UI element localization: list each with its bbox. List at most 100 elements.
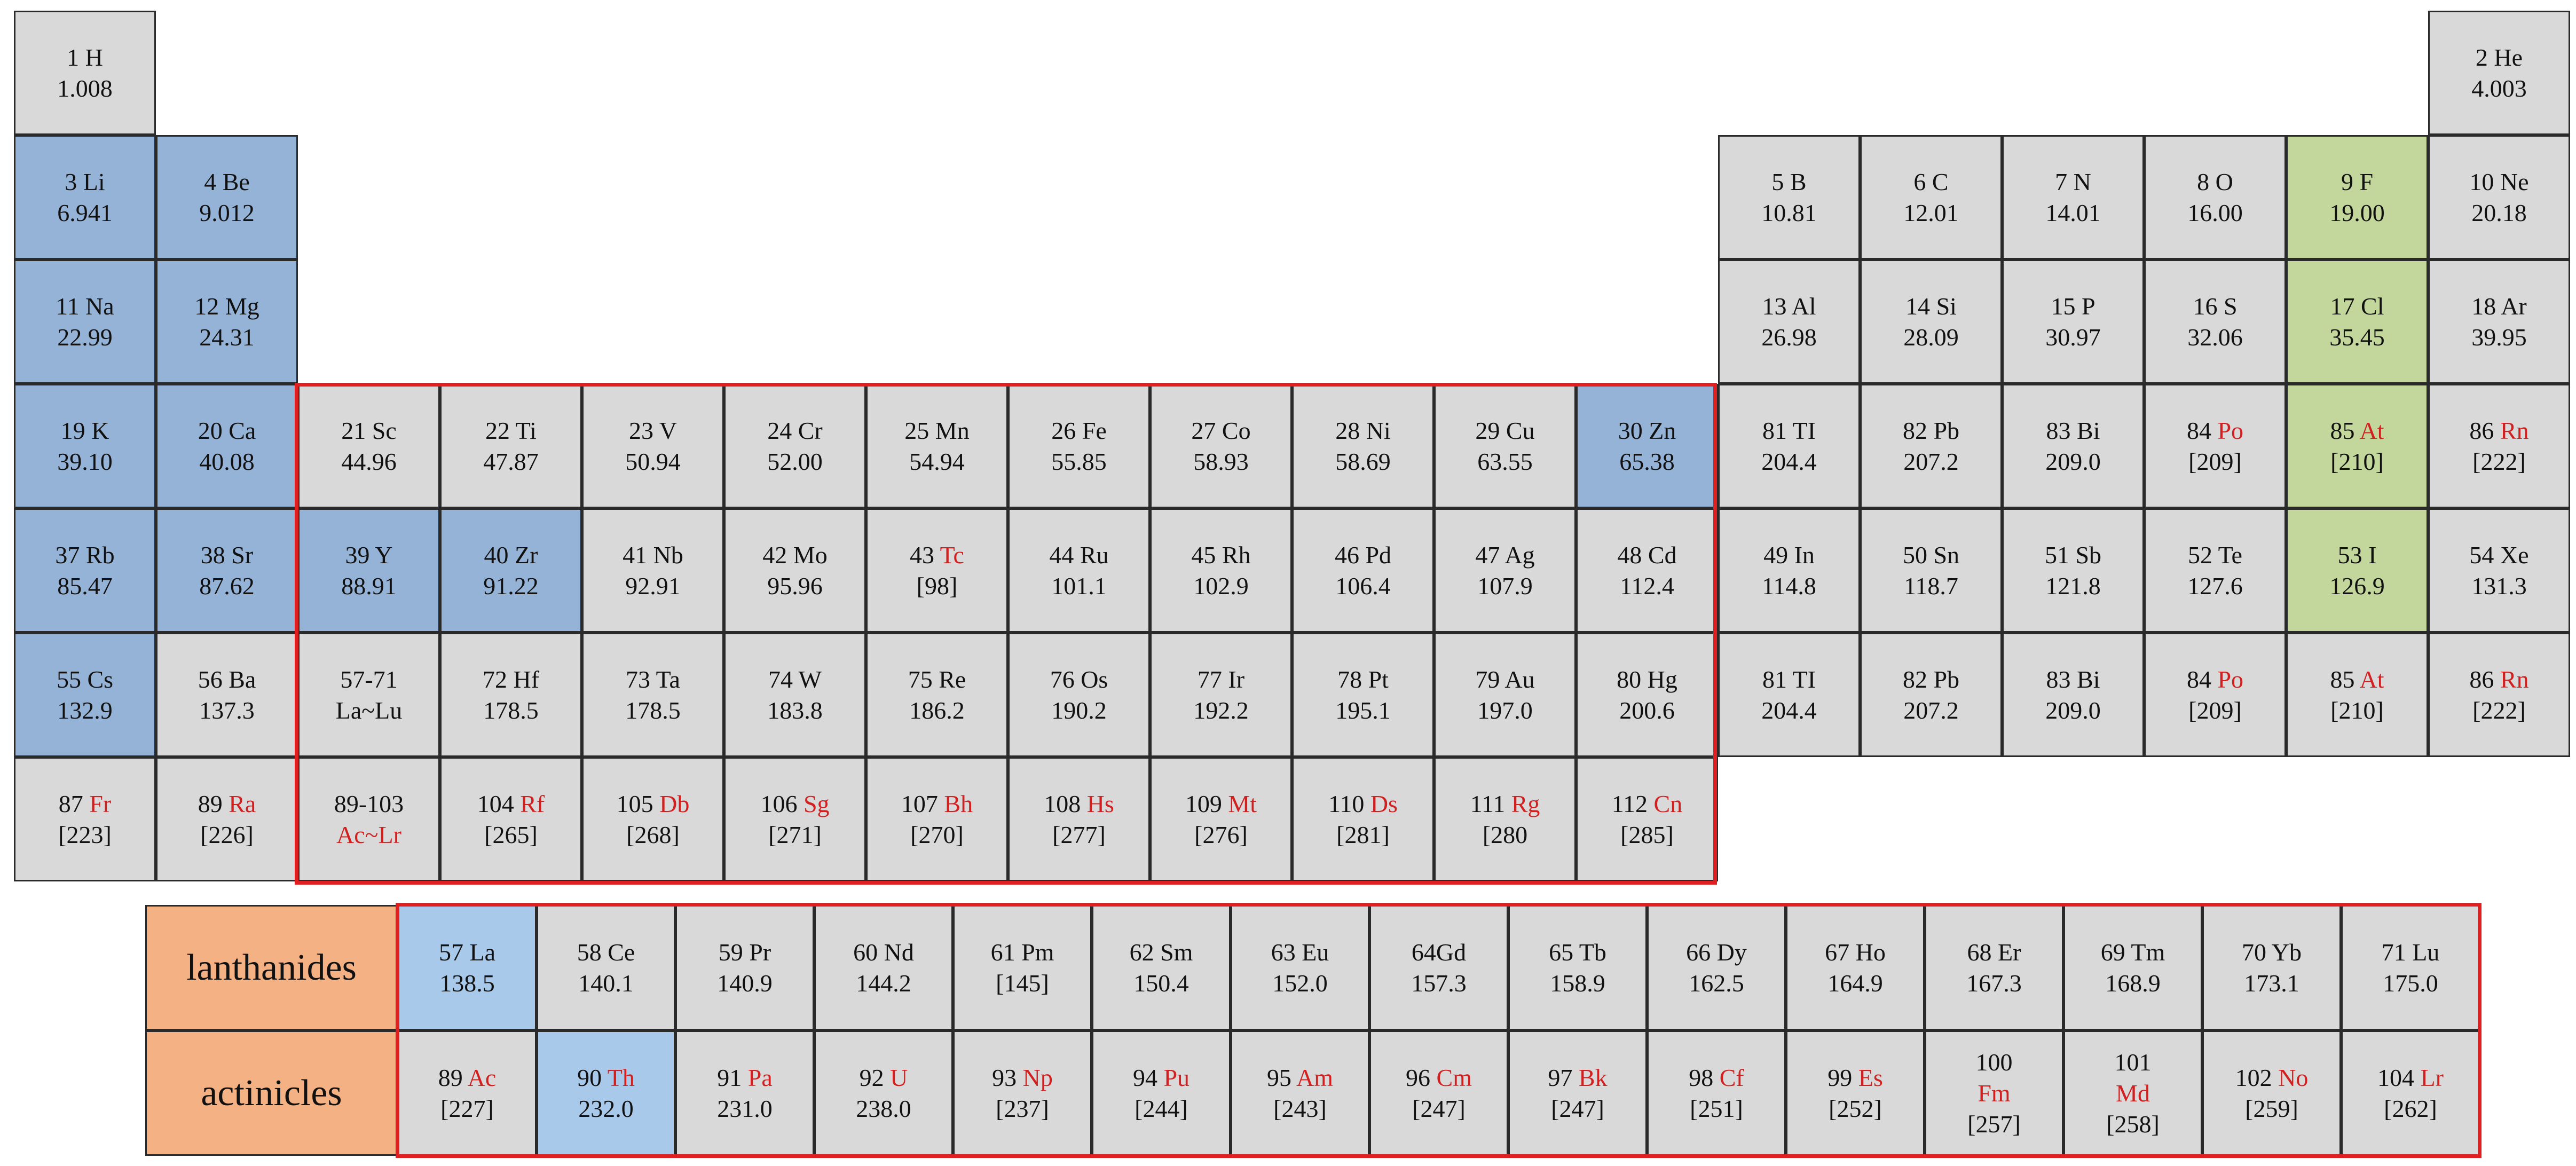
element-symbol: Pr — [749, 938, 771, 966]
atomic-number: 14 — [1905, 292, 1931, 320]
atomic-number: 59 — [718, 938, 743, 966]
atomic-number: 91 — [717, 1063, 742, 1091]
element-cell-pb-a: 82 Pb 207.2 — [1860, 384, 2002, 508]
element-symbol: Pb — [1933, 665, 1960, 693]
atomic-number: 77 — [1197, 665, 1222, 693]
atomic-mass: 137.3 — [199, 696, 255, 724]
atomic-mass: 140.1 — [578, 969, 634, 997]
element-symbol: Cf — [1719, 1063, 1744, 1091]
element-symbol: V — [659, 416, 677, 444]
atomic-mass: [210] — [2330, 447, 2384, 475]
element-cell-i: 53 I 126.9 — [2286, 508, 2428, 633]
atomic-number: 83 — [2046, 665, 2071, 693]
element-cell-os: 76 Os 190.2 — [1008, 633, 1150, 757]
atomic-mass: 150.4 — [1133, 969, 1189, 997]
atomic-number: 93 — [992, 1063, 1017, 1091]
atomic-mass: 204.4 — [1761, 447, 1817, 475]
atomic-mass: [280 — [1482, 821, 1528, 848]
element-symbol: Au — [1504, 665, 1535, 693]
element-symbol: Bh — [944, 790, 973, 817]
element-symbol: At — [2359, 416, 2384, 444]
element-cell-au: 79 Au 197.0 — [1434, 633, 1576, 757]
element-symbol: Sn — [1933, 541, 1960, 569]
atomic-mass: [222] — [2472, 696, 2526, 724]
atomic-mass: [281] — [1336, 821, 1390, 848]
atomic-mass: [226] — [200, 821, 254, 848]
atomic-mass: 63.55 — [1477, 447, 1533, 475]
element-symbol: Na — [85, 292, 114, 320]
element-symbol: Th — [607, 1063, 635, 1091]
atomic-number: 28 — [1335, 416, 1360, 444]
atomic-number: 62 — [1129, 938, 1154, 966]
atomic-number: 69 — [2100, 938, 2125, 966]
element-cell-rn-b: 86 Rn [222] — [2428, 633, 2570, 757]
atomic-number: 100 — [1975, 1048, 2013, 1076]
element-symbol: N — [2073, 168, 2091, 195]
element-symbol: Np — [1022, 1063, 1053, 1091]
element-symbol: Es — [1858, 1063, 1883, 1091]
atomic-mass: 178.5 — [625, 696, 681, 724]
element-cell-sm: 62 Sm 150.4 — [1092, 905, 1231, 1030]
element-symbol: Zn — [1649, 416, 1676, 444]
element-cell-cm: 96 Cm [247] — [1369, 1030, 1508, 1156]
element-symbol: Xe — [2500, 541, 2529, 569]
atomic-number: 5 — [1771, 168, 1784, 195]
atomic-number: 54 — [2469, 541, 2494, 569]
element-symbol: Bi — [2077, 665, 2100, 693]
atomic-mass: 24.31 — [199, 323, 255, 351]
atomic-number: 25 — [904, 416, 929, 444]
atomic-mass: 190.2 — [1051, 696, 1107, 724]
element-symbol: Ca — [229, 416, 256, 444]
atomic-mass: [268] — [626, 821, 680, 848]
atomic-number: 112 — [1611, 790, 1648, 817]
atomic-number: 108 — [1044, 790, 1081, 817]
element-cell-k: 19 K 39.10 — [14, 384, 156, 508]
atomic-number: 65 — [1549, 938, 1574, 966]
element-cell-n: 7 N 14.01 — [2002, 135, 2144, 259]
atomic-mass: 4.003 — [2471, 74, 2527, 102]
element-cell-ta: 73 Ta 178.5 — [582, 633, 724, 757]
element-symbol: Lu — [2412, 938, 2440, 966]
element-cell-sr: 38 Sr 87.62 — [156, 508, 298, 633]
element-symbol: H — [85, 43, 103, 71]
element-cell-no: 102 No [259] — [2202, 1030, 2341, 1156]
atomic-mass: [98] — [916, 572, 958, 600]
element-symbol: Pt — [1368, 665, 1389, 693]
element-symbol: Mn — [935, 416, 970, 444]
element-symbol: Sm — [1160, 938, 1193, 966]
element-symbol: Rf — [520, 790, 545, 817]
element-symbol: TI — [1792, 665, 1816, 693]
element-cell-c: 6 C 12.01 — [1860, 135, 2002, 259]
atomic-mass: [262] — [2384, 1094, 2437, 1122]
element-cell-mg: 12 Mg 24.31 — [156, 259, 298, 384]
atomic-number: 13 — [1762, 292, 1787, 320]
element-cell-tb: 65 Tb 158.9 — [1508, 905, 1647, 1030]
lanthanides-label: lanthanides — [145, 905, 398, 1030]
element-cell-sn: 50 Sn 118.7 — [1860, 508, 2002, 633]
atomic-number: 10 — [2469, 168, 2494, 195]
element-cell-np: 93 Np [237] — [953, 1030, 1092, 1156]
atomic-number: 27 — [1191, 416, 1216, 444]
element-symbol: Pa — [747, 1063, 773, 1091]
element-cell-hg: 80 Hg 200.6 — [1576, 633, 1718, 757]
atomic-mass: 232.0 — [578, 1094, 634, 1122]
element-cell-hs: 108 Hs [277] — [1008, 757, 1150, 881]
atomic-mass: 47.87 — [483, 447, 539, 475]
atomic-number: 97 — [1548, 1063, 1573, 1091]
atomic-number: 48 — [1617, 541, 1642, 569]
element-cell-zr: 40 Zr 91.22 — [440, 508, 582, 633]
atomic-number: 58 — [577, 938, 602, 966]
atomic-mass: 186.2 — [909, 696, 965, 724]
element-cell-f: 9 F 19.00 — [2286, 135, 2428, 259]
element-symbol: Rg — [1511, 790, 1540, 817]
atomic-number: 89 — [198, 790, 223, 817]
atomic-mass: 6.941 — [57, 199, 113, 226]
atomic-number: 50 — [1902, 541, 1927, 569]
element-symbol: Tm — [2131, 938, 2165, 966]
element-symbol: Sc — [372, 416, 397, 444]
atomic-mass: [247] — [1412, 1094, 1466, 1122]
element-cell-sc: 21 Sc 44.96 — [298, 384, 440, 508]
atomic-mass: [271] — [768, 821, 822, 848]
element-symbol: Tb — [1579, 938, 1606, 966]
atomic-mass: 20.18 — [2471, 199, 2527, 226]
